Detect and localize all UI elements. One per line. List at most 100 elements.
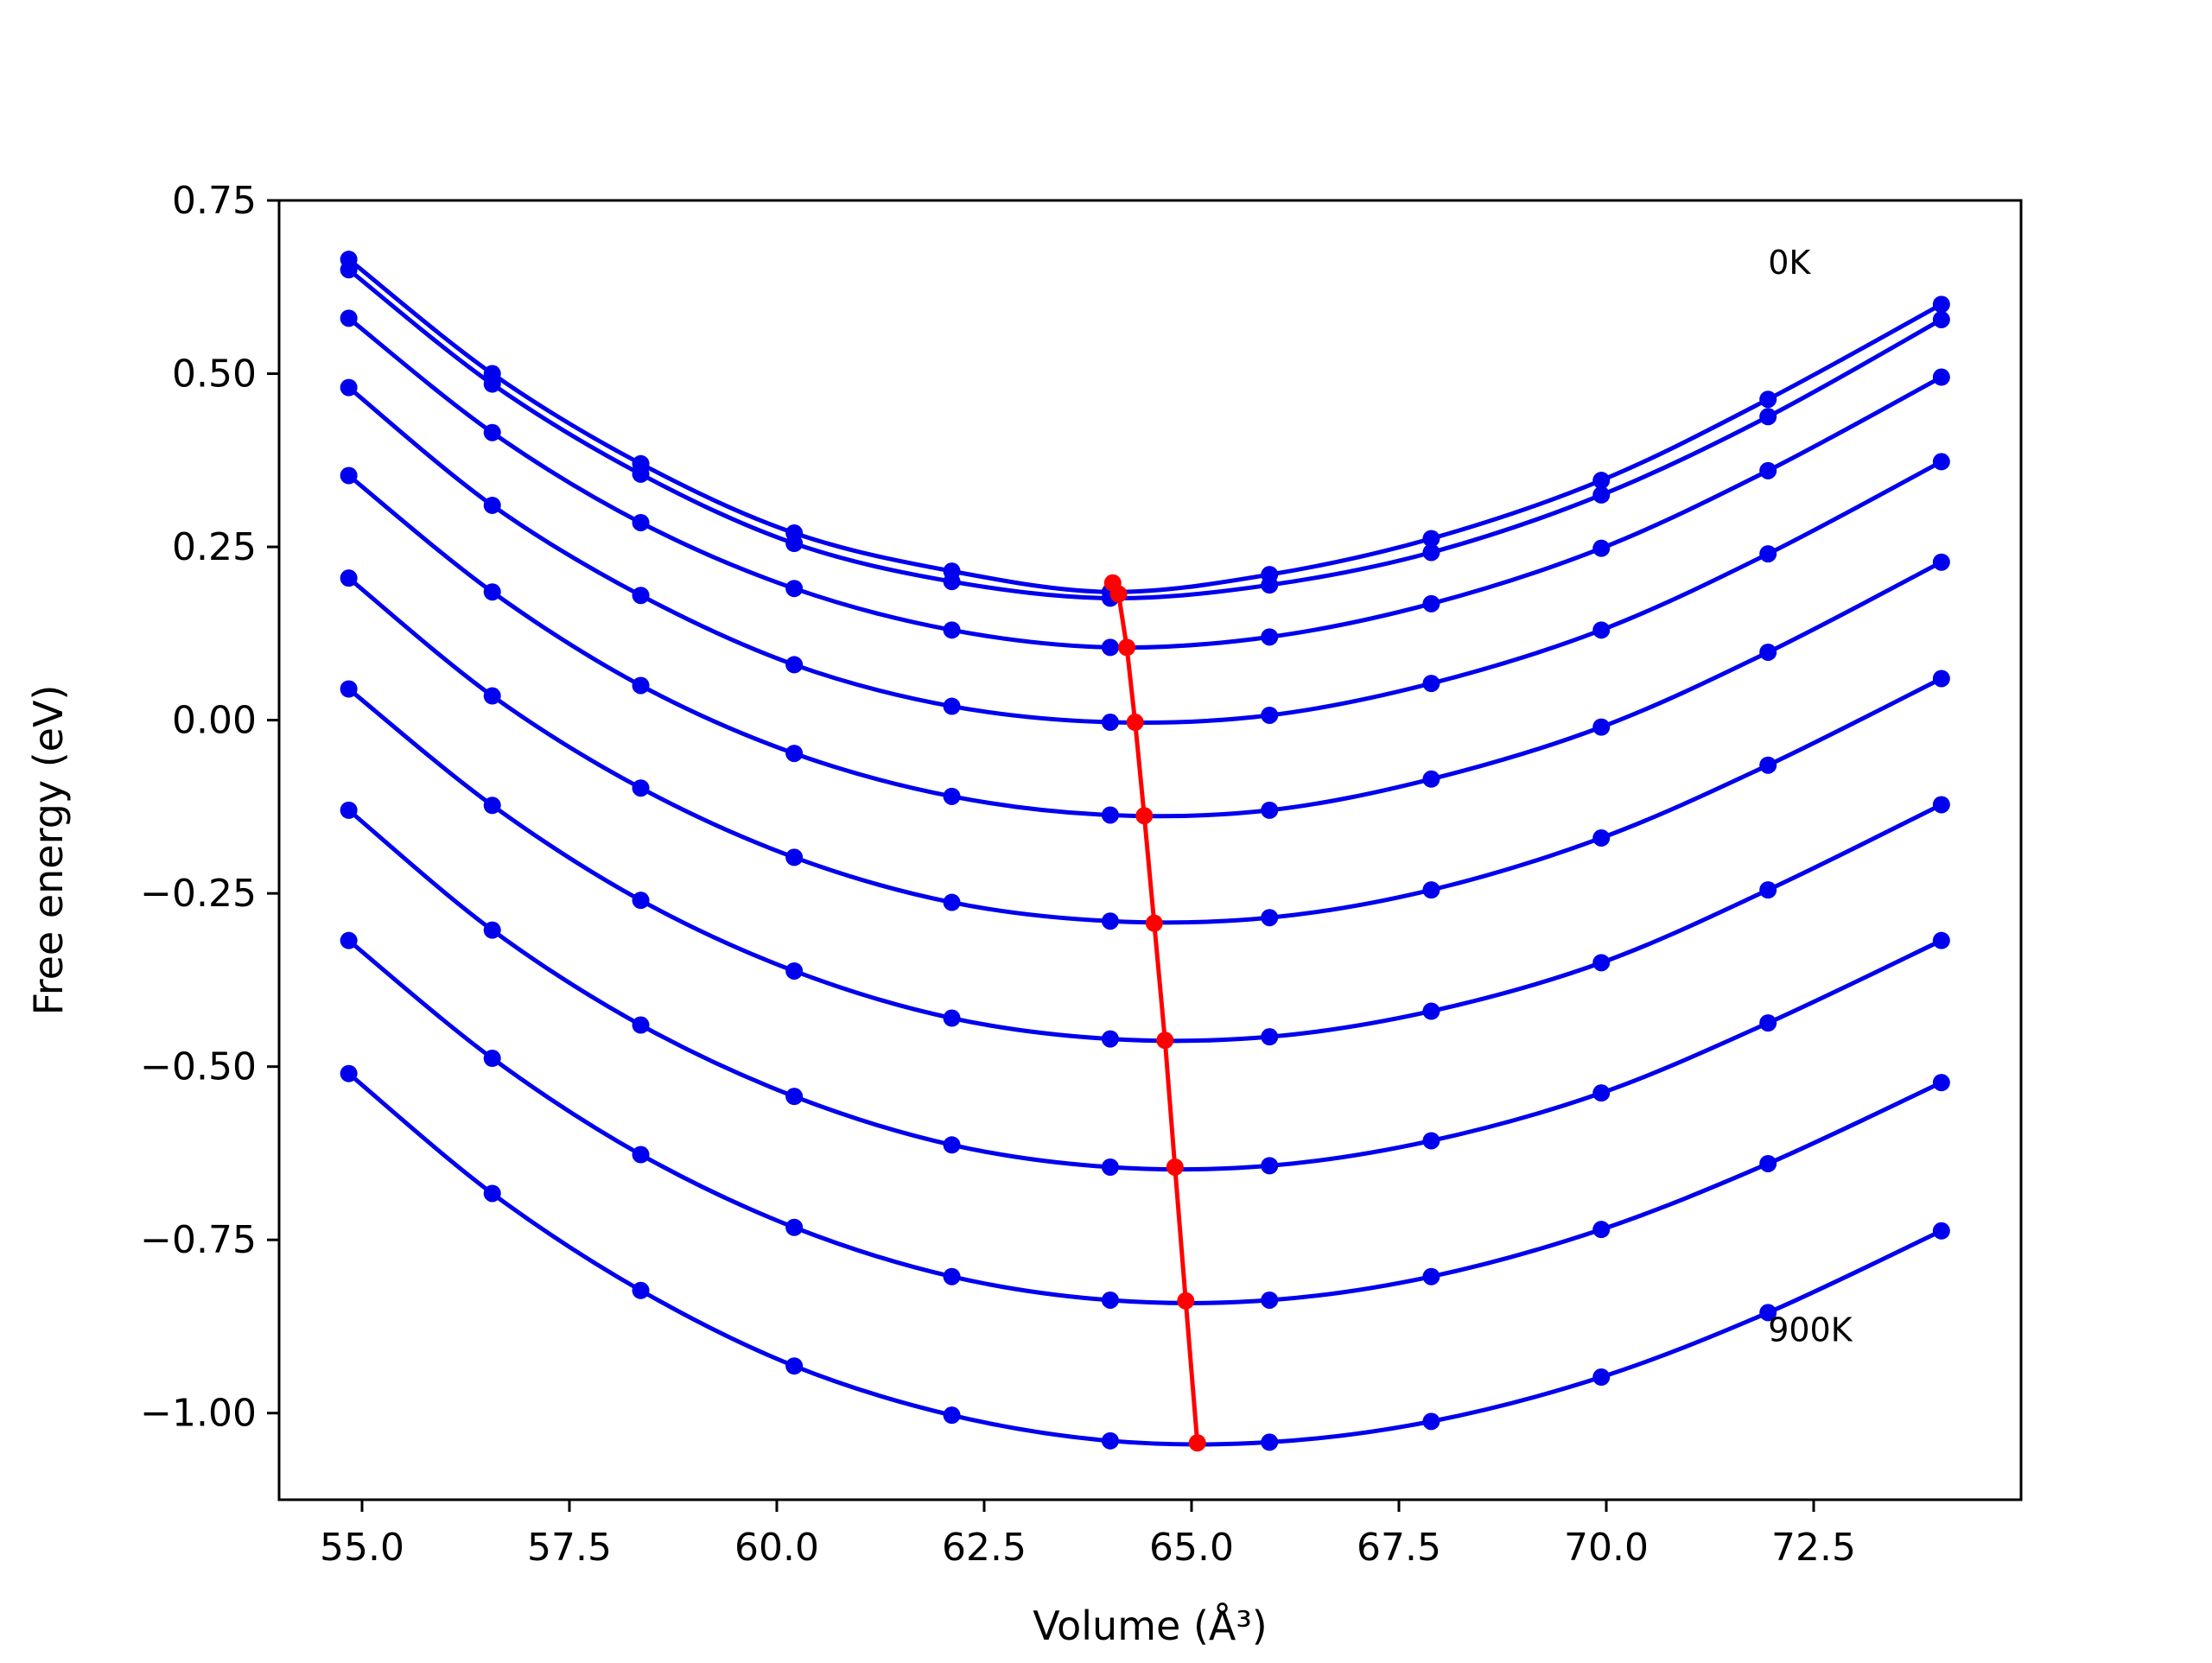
- data-point-2-6: [1261, 628, 1279, 646]
- data-point-5-10: [1932, 670, 1950, 688]
- annotations: 0K 900K: [1768, 244, 1853, 1349]
- data-point-8-5: [1101, 1291, 1119, 1309]
- data-point-6-7: [1422, 1002, 1440, 1020]
- data-point-4-0: [340, 467, 358, 485]
- x-axis: 55.0 57.5 60.0 62.5 65.0 67.5 70.0 72.5: [320, 1500, 1856, 1570]
- y-axis: 0.75 0.50 0.25 0.00 −0.25 −0.50 −0.75 −1.00: [140, 179, 279, 1436]
- data-point-9-10: [1932, 1222, 1950, 1240]
- minimum-path-line: [1110, 581, 1200, 1444]
- data-point-7-2: [632, 1016, 650, 1034]
- data-point-1-0: [340, 261, 358, 279]
- data-point-4-9: [1759, 643, 1777, 661]
- data-point-4-5: [1101, 806, 1119, 824]
- data-point-7-9: [1759, 1014, 1777, 1032]
- data-point-2-4: [943, 621, 961, 639]
- data-point-2-9: [1759, 461, 1777, 479]
- y-tick-label-1: 0.50: [172, 352, 257, 397]
- minimum-point-7: [1166, 1158, 1184, 1176]
- data-point-9-7: [1422, 1412, 1440, 1431]
- data-point-7-0: [340, 801, 358, 819]
- data-point-1-6: [1261, 576, 1279, 594]
- data-point-6-4: [943, 1009, 961, 1027]
- data-point-8-7: [1422, 1267, 1440, 1285]
- data-point-4-3: [785, 745, 804, 763]
- data-point-5-2: [632, 779, 650, 797]
- minimum-path-layer: [1103, 574, 1206, 1452]
- data-point-0-8: [1592, 472, 1611, 490]
- y-tick-label-6: −0.75: [140, 1218, 257, 1262]
- data-point-9-1: [483, 1184, 501, 1203]
- data-point-3-8: [1592, 621, 1611, 639]
- data-point-2-7: [1422, 594, 1440, 613]
- data-point-7-6: [1261, 1157, 1279, 1175]
- y-axis-label: Free energy (eV): [25, 685, 72, 1016]
- data-point-8-9: [1759, 1154, 1777, 1172]
- data-point-9-5: [1101, 1431, 1119, 1450]
- data-point-5-1: [483, 687, 501, 705]
- y-tick-label-4: −0.25: [140, 872, 257, 916]
- data-point-7-8: [1592, 1084, 1611, 1102]
- x-tick-label-7: 72.5: [1771, 1526, 1856, 1570]
- data-point-9-9: [1759, 1304, 1777, 1322]
- data-point-7-10: [1932, 931, 1950, 949]
- data-point-8-3: [785, 1218, 804, 1236]
- plot-frame: [277, 199, 2023, 1501]
- data-point-0-10: [1932, 295, 1950, 314]
- data-point-1-3: [785, 535, 804, 553]
- data-point-1-8: [1592, 486, 1611, 504]
- data-point-2-8: [1592, 539, 1611, 557]
- data-point-5-9: [1759, 756, 1777, 774]
- minimum-point-2: [1118, 638, 1136, 657]
- x-tick-label-5: 67.5: [1357, 1526, 1441, 1570]
- data-point-5-7: [1422, 881, 1440, 899]
- plot-area: [279, 200, 2021, 1500]
- annotation-1: 900K: [1768, 1311, 1853, 1349]
- x-tick-label-3: 62.5: [942, 1526, 1027, 1570]
- minimum-point-5: [1145, 914, 1163, 932]
- x-tick-label-6: 70.0: [1564, 1526, 1649, 1570]
- data-point-3-9: [1759, 545, 1777, 563]
- data-point-3-5: [1101, 714, 1119, 732]
- data-point-2-10: [1932, 368, 1950, 386]
- data-point-5-4: [943, 893, 961, 911]
- data-point-1-9: [1759, 408, 1777, 426]
- x-tick-label-2: 60.0: [734, 1526, 819, 1570]
- data-point-2-1: [483, 423, 501, 441]
- minimum-point-6: [1156, 1031, 1174, 1050]
- data-point-3-1: [483, 496, 501, 514]
- y-tick-label-5: −0.50: [140, 1045, 257, 1089]
- data-point-1-4: [943, 573, 961, 591]
- data-point-6-2: [632, 892, 650, 910]
- data-point-9-4: [943, 1406, 961, 1425]
- data-point-3-0: [340, 378, 358, 397]
- data-point-9-0: [340, 1064, 358, 1082]
- data-point-7-7: [1422, 1132, 1440, 1150]
- x-tick-label-4: 65.0: [1149, 1526, 1234, 1570]
- data-point-8-4: [943, 1267, 961, 1285]
- data-point-5-5: [1101, 912, 1119, 930]
- data-point-1-2: [632, 465, 650, 483]
- minimum-point-1: [1109, 585, 1128, 603]
- data-point-1-10: [1932, 310, 1950, 328]
- data-point-3-2: [632, 587, 650, 605]
- data-point-4-6: [1261, 801, 1279, 819]
- data-point-7-1: [483, 921, 501, 939]
- data-point-3-3: [785, 656, 804, 674]
- data-point-9-3: [785, 1357, 804, 1375]
- data-point-8-8: [1592, 1221, 1611, 1239]
- data-point-3-4: [943, 697, 961, 715]
- data-point-4-4: [943, 787, 961, 805]
- data-point-5-6: [1261, 909, 1279, 927]
- y-tick-label-0: 0.75: [172, 179, 257, 223]
- minimum-point-4: [1135, 807, 1154, 825]
- data-point-2-3: [785, 580, 804, 598]
- data-point-3-10: [1932, 453, 1950, 471]
- data-point-9-2: [632, 1281, 650, 1299]
- data-point-6-5: [1101, 1030, 1119, 1048]
- data-point-0-9: [1759, 390, 1777, 409]
- minimum-point-3: [1126, 714, 1144, 732]
- data-point-8-0: [340, 931, 358, 949]
- data-point-1-1: [483, 375, 501, 393]
